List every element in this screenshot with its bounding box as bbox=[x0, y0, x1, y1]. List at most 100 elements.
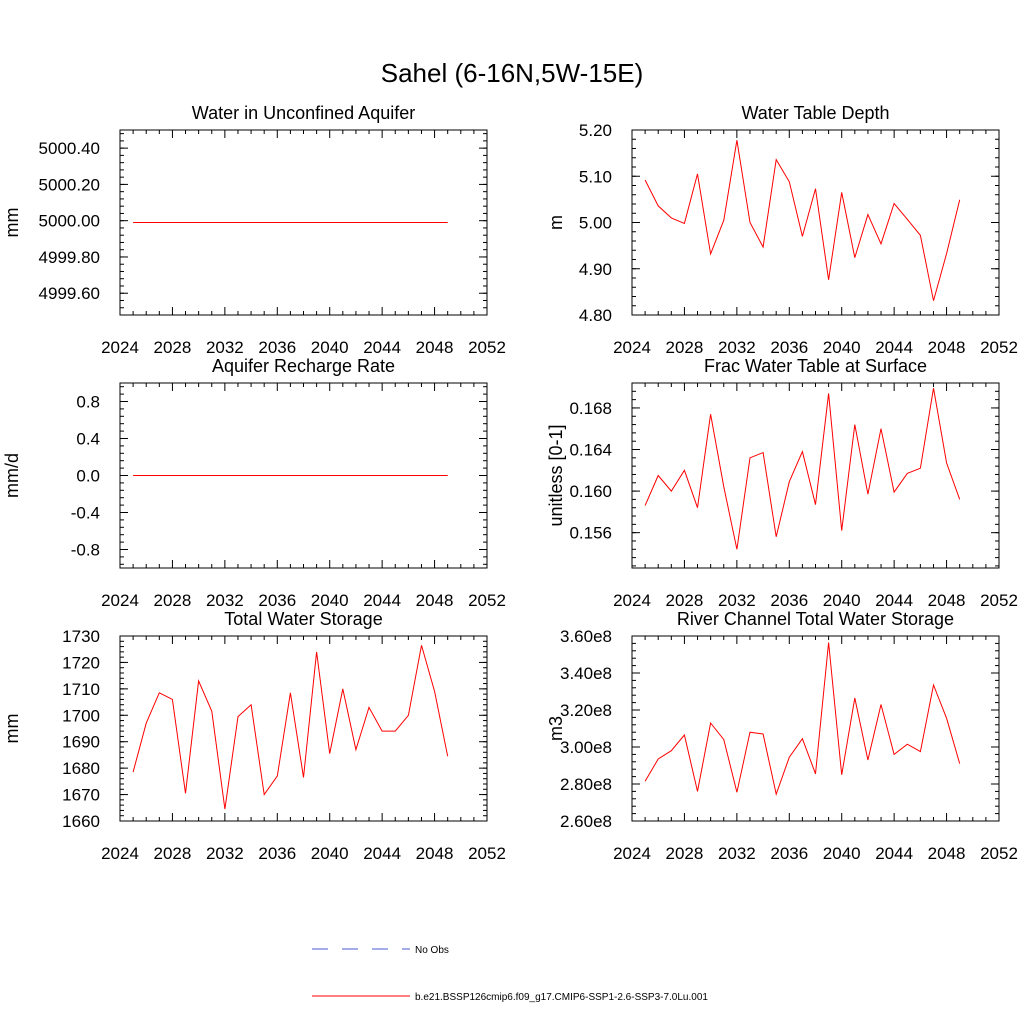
x-tick-label: 2040 bbox=[311, 591, 349, 610]
y-tick-label: 0.168 bbox=[569, 399, 612, 418]
y-tick-label: 4.90 bbox=[579, 260, 612, 279]
x-tick-label: 2044 bbox=[875, 844, 913, 863]
x-tick-label: 2036 bbox=[258, 844, 296, 863]
x-tick-label: 2044 bbox=[363, 591, 401, 610]
panel-title: Aquifer Recharge Rate bbox=[212, 356, 395, 376]
x-tick-label: 2040 bbox=[311, 844, 349, 863]
legend-entry-model: b.e21.BSSP126cmip6.f09_g17.CMIP6-SSP1-2.… bbox=[312, 992, 708, 1003]
x-tick-label: 2032 bbox=[718, 844, 756, 863]
y-tick-label: 0.164 bbox=[569, 441, 612, 460]
x-tick-label: 2028 bbox=[154, 844, 192, 863]
series-line bbox=[132, 645, 449, 810]
series-line bbox=[644, 140, 961, 301]
panel-6: River Channel Total Water Storage 2024 202… bbox=[546, 609, 1018, 863]
x-tick-label: 2048 bbox=[928, 591, 966, 610]
x-tick-label: 2028 bbox=[666, 338, 704, 357]
figure-title: Sahel (6-16N,5W-15E) bbox=[381, 58, 644, 88]
x-tick-label: 2040 bbox=[311, 338, 349, 357]
legend-label-no-obs: No Obs bbox=[415, 945, 449, 956]
x-tick-label: 2048 bbox=[416, 338, 454, 357]
y-tick-label: 3.60e8 bbox=[560, 627, 612, 646]
y-tick-label: 5000.20 bbox=[39, 175, 100, 194]
x-tick-label: 2024 bbox=[101, 591, 139, 610]
x-tick-label: 2048 bbox=[416, 591, 454, 610]
y-tick-label: 3.00e8 bbox=[560, 738, 612, 757]
x-tick-label: 2024 bbox=[613, 338, 651, 357]
y-tick-label: 2.60e8 bbox=[560, 812, 612, 831]
y-tick-label: 1670 bbox=[62, 786, 100, 805]
x-tick-label: 2024 bbox=[101, 844, 139, 863]
y-tick-label: 5000.40 bbox=[39, 139, 100, 158]
y-axis-label: unitless [0-1] bbox=[546, 424, 566, 526]
y-tick-label: 4999.80 bbox=[39, 248, 100, 267]
y-tick-label: 4.80 bbox=[579, 306, 612, 325]
x-tick-label: 2024 bbox=[613, 844, 651, 863]
x-tick-label: 2032 bbox=[206, 338, 244, 357]
x-tick-label: 2044 bbox=[875, 591, 913, 610]
y-tick-label: 0.156 bbox=[569, 524, 612, 543]
plot-frame bbox=[631, 382, 1000, 569]
x-tick-label: 2040 bbox=[823, 591, 861, 610]
y-tick-label: 0.0 bbox=[76, 467, 100, 486]
x-tick-label: 2052 bbox=[468, 844, 506, 863]
x-tick-label: 2052 bbox=[980, 591, 1018, 610]
x-tick-label: 2024 bbox=[101, 338, 139, 357]
x-tick-label: 2036 bbox=[258, 591, 296, 610]
x-tick-label: 2028 bbox=[666, 591, 704, 610]
y-tick-label: 2.80e8 bbox=[560, 775, 612, 794]
x-tick-label: 2036 bbox=[770, 591, 808, 610]
plot-frame bbox=[631, 129, 1000, 316]
plot-frame bbox=[631, 635, 1000, 822]
y-tick-label: 5000.00 bbox=[39, 212, 100, 231]
x-tick-label: 2028 bbox=[154, 591, 192, 610]
x-tick-label: 2032 bbox=[206, 591, 244, 610]
plot-frame bbox=[119, 635, 488, 822]
y-tick-label: 0.4 bbox=[76, 430, 100, 449]
y-axis-label: m3 bbox=[546, 716, 566, 741]
panel-1: Water in Unconfined Aquifer 2024 2028 2032 2… bbox=[2, 103, 506, 357]
series-line bbox=[644, 388, 961, 550]
x-tick-label: 2032 bbox=[718, 338, 756, 357]
y-tick-label: 0.160 bbox=[569, 482, 612, 501]
x-tick-label: 2044 bbox=[875, 338, 913, 357]
y-tick-label: 3.20e8 bbox=[560, 701, 612, 720]
y-axis-label: mm bbox=[2, 208, 22, 238]
y-tick-label: 5.10 bbox=[579, 167, 612, 186]
x-tick-label: 2052 bbox=[980, 844, 1018, 863]
x-tick-label: 2040 bbox=[823, 844, 861, 863]
panel-title: Water in Unconfined Aquifer bbox=[192, 103, 415, 123]
panel-title: River Channel Total Water Storage bbox=[677, 609, 954, 629]
series-line bbox=[644, 642, 961, 797]
panel-title: Total Water Storage bbox=[224, 609, 382, 629]
panels: Water in Unconfined Aquifer 2024 2028 2032 2… bbox=[2, 103, 1018, 863]
y-tick-label: -0.8 bbox=[71, 541, 100, 560]
y-tick-label: 1690 bbox=[62, 733, 100, 752]
y-tick-label: 1700 bbox=[62, 706, 100, 725]
y-tick-label: 1660 bbox=[62, 812, 100, 831]
panel-4: Frac Water Table at Surface 2024 2028 2032 2… bbox=[546, 356, 1018, 610]
y-tick-label: 1680 bbox=[62, 759, 100, 778]
x-tick-label: 2036 bbox=[770, 338, 808, 357]
x-tick-label: 2044 bbox=[363, 844, 401, 863]
x-tick-label: 2032 bbox=[206, 844, 244, 863]
legend-entry-no-obs: No Obs bbox=[312, 945, 449, 956]
x-tick-label: 2052 bbox=[980, 338, 1018, 357]
y-tick-label: 5.00 bbox=[579, 214, 612, 233]
x-tick-label: 2052 bbox=[468, 338, 506, 357]
y-tick-label: 3.40e8 bbox=[560, 664, 612, 683]
y-axis-label: m bbox=[546, 215, 566, 230]
x-tick-label: 2048 bbox=[928, 338, 966, 357]
x-tick-label: 2024 bbox=[613, 591, 651, 610]
x-tick-label: 2028 bbox=[666, 844, 704, 863]
panel-title: Frac Water Table at Surface bbox=[704, 356, 927, 376]
y-tick-label: 1730 bbox=[62, 627, 100, 646]
x-tick-label: 2048 bbox=[416, 844, 454, 863]
x-tick-label: 2040 bbox=[823, 338, 861, 357]
y-tick-label: 1720 bbox=[62, 653, 100, 672]
x-tick-label: 2036 bbox=[770, 844, 808, 863]
panel-5: Total Water Storage 2024 2028 2032 2036 2040 2… bbox=[2, 609, 506, 863]
y-tick-label: 0.8 bbox=[76, 393, 100, 412]
panel-title: Water Table Depth bbox=[741, 103, 889, 123]
x-tick-label: 2044 bbox=[363, 338, 401, 357]
